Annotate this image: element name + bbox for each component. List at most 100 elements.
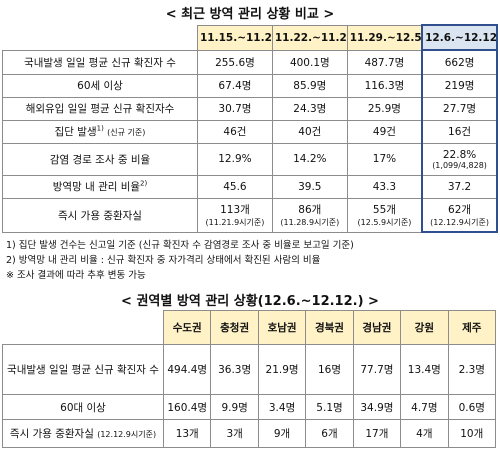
cell-value: 494.4명 [167, 364, 208, 376]
label-text: 집단 발생 [54, 126, 97, 138]
value-cell: 67.4명 [197, 73, 273, 98]
cell-value: 13.4명 [407, 364, 441, 376]
table-title: < 최근 방역 관리 상황 비교 > [165, 7, 335, 22]
cell-value: 25.9명 [367, 103, 401, 115]
header-text: 11.15.~11.21. [200, 31, 272, 44]
cell-value: 400.1명 [289, 56, 330, 69]
cell-value: 45.6 [223, 180, 247, 193]
row-label: 방역망 내 관리 비율2) [2, 174, 198, 199]
value-cell: 17개 [352, 419, 402, 448]
header-cell: 호남권 [257, 310, 307, 345]
cell-value: 662명 [444, 56, 475, 69]
cell-value: 27.7명 [443, 103, 477, 115]
value-cell: 62개 (12.12.9시기준) [421, 197, 498, 233]
value-cell: 86개 (11.28.9시기준) [271, 197, 348, 233]
row-label: 60세 이상 [2, 73, 198, 98]
regional-table: 수도권 충청권 호남권 경북권 경남권 강원 제주 국내발생 일일 평균 신규 확진자 수 49… [2, 310, 497, 448]
row-label: 국내발생 일일 평균 신규 확진자 수 [2, 49, 198, 75]
value-cell: 37.2 [421, 174, 498, 199]
value-cell: 22.8% (1,099/4,828) [421, 142, 498, 176]
row-label: 해외유입 일일 평균 신규 확진자수 [2, 96, 198, 121]
cell-value: 3개 [226, 428, 243, 440]
header-cell: 12.6.~12.12. [421, 24, 498, 51]
value-cell: 16건 [421, 119, 498, 144]
row: 감염 경로 조사 중 비율 12.9% 14.2% 17% 22.8% (1,099/4,… [2, 142, 498, 176]
table-title: < 권역별 방역 관리 상황(12.6.~12.12.) > [121, 294, 379, 309]
cell-value: 9개 [273, 428, 291, 440]
value-cell: 24.3명 [271, 96, 348, 121]
footnote-mark: 1) [96, 124, 104, 133]
row: 방역망 내 관리 비율2) 45.6 39.5 43.3 37.2 [2, 174, 498, 199]
value-cell: 662명 [421, 49, 498, 75]
header-text: 경북권 [314, 322, 344, 334]
cell-value: 9.9명 [221, 401, 248, 414]
value-cell: 0.6명 [447, 394, 497, 420]
blank-cell [2, 25, 198, 51]
cell-value: 17개 [365, 428, 389, 440]
footnotes: 1) 집단 발생 건수는 신고일 기준 (신규 확진자 수 감염경로 조사 중 … [6, 238, 354, 283]
cell-subtext: (12.12.9시기준) [430, 217, 489, 227]
cell-value: 2.3명 [458, 364, 485, 376]
cell-value: 30.7명 [218, 103, 252, 115]
value-cell: 77.7명 [352, 344, 402, 395]
cell-value: 62개 [448, 203, 472, 216]
cell-value: 113개 [220, 204, 250, 216]
cell-value: 255.6명 [215, 56, 255, 69]
cell-value: 17% [372, 153, 397, 165]
cell-subtext: (12.5.9시기준) [357, 218, 412, 227]
cell-value: 36.3명 [218, 364, 252, 376]
header-cell: 경북권 [305, 310, 354, 345]
footnote: 2) 방역망 내 관리 비율 : 신규 확진자 중 자가격리 상태에서 확진된 … [6, 255, 321, 266]
label-text: 60대 이상 [60, 401, 106, 414]
cell-value: 43.3 [372, 180, 397, 193]
row: 즉시 가용 중환자실 (12.12.9시기준) 13개 3개 9개 6개 17개 4개 10개 [2, 419, 497, 448]
value-cell: 160.4명 [162, 394, 212, 420]
value-cell: 46건 [197, 119, 273, 144]
header-row: 11.15.~11.21.11.22.~11.28.11.29.~12.5.12… [2, 24, 498, 51]
blank-cell [2, 310, 164, 345]
value-cell: 40건 [271, 119, 348, 144]
value-cell: 55개 (12.5.9시기준) [346, 197, 423, 233]
cell-subtext: (1,099/4,828) [432, 160, 487, 170]
cell-value: 85.9명 [293, 80, 327, 92]
cell-value: 10개 [460, 428, 484, 440]
label-note: (12.12.9시기준) [97, 430, 157, 439]
value-cell: 39.5 [271, 174, 348, 199]
row-label: 국내발생 일일 평균 신규 확진자 수 [2, 344, 164, 395]
value-cell: 487.7명 [346, 49, 423, 75]
value-cell: 21.9명 [257, 344, 307, 395]
header-cell: 충청권 [210, 310, 259, 345]
cell-value: 77.7명 [360, 364, 394, 376]
cell-value: 160.4명 [167, 401, 208, 414]
footnote-mark: 2) [140, 179, 148, 188]
cell-value: 116.3명 [364, 80, 405, 92]
header-text: 수도권 [172, 322, 202, 334]
header-text: 경남권 [362, 322, 392, 334]
value-cell: 17% [346, 142, 423, 176]
row: 국내발생 일일 평균 신규 확진자 수 494.4명 36.3명 21.9명 16명 77… [2, 344, 497, 395]
value-cell: 30.7명 [197, 96, 273, 121]
cell-value: 5.1명 [316, 401, 343, 414]
value-cell: 3.4명 [257, 394, 307, 420]
cell-value: 21.9명 [265, 364, 299, 376]
cell-value: 46건 [223, 126, 247, 138]
header-text: 제주 [462, 322, 482, 334]
row: 집단 발생1) (신규 기준) 46건 40건 49건 16건 [2, 119, 498, 144]
value-cell: 16명 [305, 344, 354, 395]
footnote: 1) 집단 발생 건수는 신고일 기준 (신규 확진자 수 감염경로 조사 중 … [6, 240, 354, 251]
header-cell: 11.15.~11.21. [197, 24, 273, 51]
value-cell: 27.7명 [421, 96, 498, 121]
value-cell: 116.3명 [346, 73, 423, 98]
comparison-table: 11.15.~11.21.11.22.~11.28.11.29.~12.5.12… [2, 24, 498, 233]
cell-value: 487.7명 [364, 56, 405, 69]
value-cell: 43.3 [346, 174, 423, 199]
label-text: 방역망 내 관리 비율 [52, 181, 141, 193]
cell-subtext: (11.28.9시기준) [280, 218, 340, 227]
row-label: 집단 발생1) (신규 기준) [2, 119, 198, 144]
value-cell: 12.9% [197, 142, 273, 176]
value-cell: 4개 [400, 419, 449, 448]
row-label: 즉시 가용 중환자실 (12.12.9시기준) [2, 419, 164, 448]
value-cell: 45.6 [197, 174, 273, 199]
cell-value: 39.5 [298, 180, 322, 193]
label-text: 국내발생 일일 평균 신규 확진자 수 [7, 364, 159, 376]
